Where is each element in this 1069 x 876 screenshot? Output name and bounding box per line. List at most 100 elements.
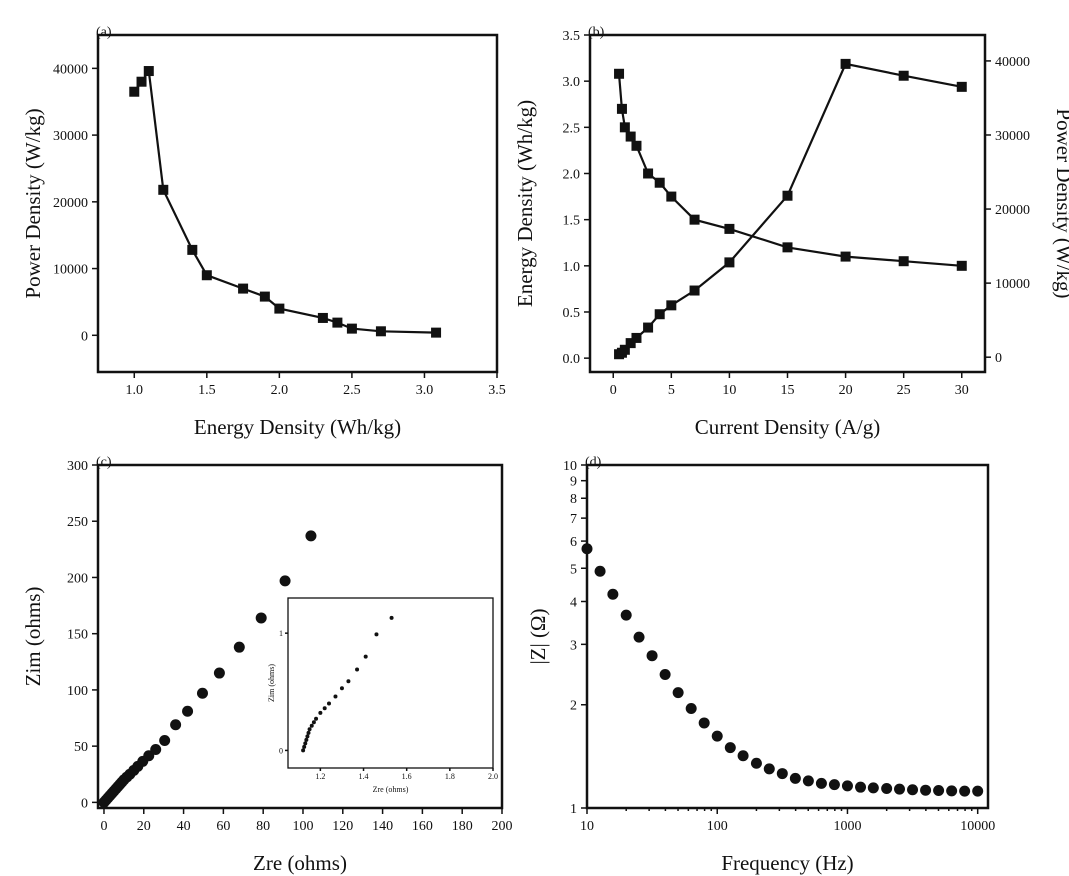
x-tick-label: 1000	[833, 819, 861, 834]
data-point	[867, 782, 879, 794]
data-point	[646, 650, 658, 662]
data-point	[763, 763, 775, 775]
data-point	[654, 309, 665, 320]
panel-label: (a)	[96, 25, 112, 40]
y-tick-label: 1.5	[563, 214, 581, 229]
y-tick-label: 1	[570, 802, 577, 817]
inset-y-tick-label: 0	[279, 746, 283, 755]
x-tick-label: 140	[372, 819, 393, 834]
inset-data-point	[306, 730, 311, 735]
inset-y-tick-label: 1	[279, 629, 283, 638]
y-tick-label: 10	[563, 459, 577, 474]
x-tick-label: 100	[292, 819, 313, 834]
inset-x-tick-label: 1.2	[315, 772, 325, 781]
y-tick-label: 7	[570, 512, 577, 527]
y-tick-label: 0.0	[563, 352, 581, 367]
data-point	[620, 609, 632, 621]
data-point	[802, 775, 814, 787]
data-point	[841, 780, 853, 792]
y-tick-label: 8	[570, 492, 577, 507]
data-point	[907, 784, 919, 796]
data-point	[946, 785, 958, 797]
data-point	[724, 223, 735, 234]
data-point	[724, 257, 735, 268]
y-tick-label: 2.5	[563, 121, 581, 136]
data-point	[855, 781, 867, 793]
data-point	[255, 612, 267, 624]
plot-frame	[585, 463, 990, 810]
data-point	[614, 68, 625, 79]
data-point	[894, 783, 906, 795]
y2-tick-label: 20000	[995, 203, 1030, 218]
y-tick-label: 250	[67, 515, 88, 530]
data-point	[431, 327, 442, 338]
data-point	[136, 76, 147, 87]
data-point	[182, 705, 194, 717]
panel-label: (d)	[585, 455, 602, 470]
x-tick-label: 25	[897, 383, 911, 398]
data-point	[750, 757, 762, 769]
data-point	[233, 641, 245, 653]
data-point	[129, 86, 140, 97]
data-point	[643, 322, 654, 333]
x-tick-label: 100	[707, 819, 728, 834]
inset-data-point	[389, 615, 394, 620]
x-axis-title: Current Density (A/g)	[695, 415, 880, 439]
inset-data-point	[303, 741, 308, 746]
series-line	[618, 62, 963, 356]
y-tick-label: 1.0	[563, 260, 581, 275]
x-tick-label: 200	[492, 819, 513, 834]
panel-b: (b) 0 5 10 15 20 25 30 0.0 0.5 1.0 1.5 2.0 2.5 3.0 3.5 C…	[513, 25, 1069, 439]
data-point	[158, 184, 169, 195]
inset-data-point	[311, 720, 316, 725]
x-tick-label: 15	[781, 383, 795, 398]
data-point	[274, 303, 285, 314]
panel-label: (c)	[96, 455, 112, 470]
y2-tick-label: 30000	[995, 129, 1030, 144]
x-tick-label: 0	[610, 383, 617, 398]
data-point	[631, 332, 642, 343]
inset-x-axis-title: Zre (ohms)	[373, 785, 409, 794]
x-tick-label: 120	[332, 819, 353, 834]
data-point	[815, 777, 827, 789]
inset-data-point	[304, 737, 309, 742]
inset-x-tick-label: 1.8	[445, 772, 455, 781]
inset-data-point	[301, 748, 306, 753]
data-point	[625, 338, 636, 349]
y-tick-label: 5	[570, 562, 577, 577]
y-axis-title: Zim (ohms)	[21, 587, 45, 687]
data-point	[920, 784, 932, 796]
data-point	[933, 784, 945, 796]
inset-data-point	[307, 727, 312, 732]
data-point	[305, 530, 317, 542]
data-point	[689, 285, 700, 296]
inset-x-tick-label: 2.0	[488, 772, 498, 781]
data-point	[150, 744, 162, 756]
data-point	[959, 785, 971, 797]
data-point	[643, 168, 654, 179]
data-point	[956, 81, 967, 92]
data-point	[782, 190, 793, 201]
y-axis-title: Power Density (W/kg)	[21, 108, 45, 298]
x-tick-label: 10	[722, 383, 736, 398]
data-point	[898, 70, 909, 81]
y-tick-label: 20000	[53, 196, 88, 211]
y-tick-label: 30000	[53, 129, 88, 144]
inset-x-tick-label: 1.4	[359, 772, 369, 781]
plot-frame	[588, 33, 987, 374]
series-1	[581, 543, 984, 797]
data-point	[840, 251, 851, 262]
y2-axis-title: Power Density (W/kg)	[1052, 108, 1069, 298]
data-point	[332, 317, 343, 328]
data-point	[196, 687, 208, 699]
series-line	[617, 73, 962, 267]
data-point	[375, 326, 386, 337]
inset-data-point	[309, 723, 314, 728]
x-tick-label: 10000	[960, 819, 995, 834]
panel-label: (b)	[588, 25, 605, 40]
data-point	[898, 256, 909, 267]
y-tick-label: 3	[570, 638, 577, 653]
inset-data-point	[302, 744, 307, 749]
data-point	[685, 703, 697, 715]
